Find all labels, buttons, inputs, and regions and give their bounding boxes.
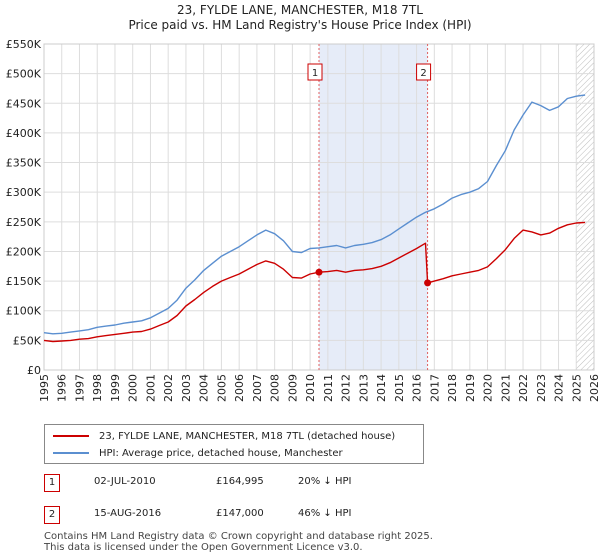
footer: Contains HM Land Registry data © Crown c… — [44, 531, 433, 553]
hpi-line — [43, 94, 586, 335]
forecast-hatch-region — [576, 44, 594, 370]
x-tick-label: 2024 — [553, 374, 566, 402]
y-tick-label: £250K — [6, 216, 42, 229]
transaction-point — [315, 268, 323, 276]
x-tick-label: 2018 — [446, 374, 459, 402]
transaction-marker-label: 1 — [312, 68, 318, 79]
x-tick-label: 2011 — [322, 374, 335, 402]
x-tick-label: 2004 — [198, 374, 211, 402]
transaction-marker-box — [307, 63, 323, 81]
x-tick-label: 2005 — [215, 374, 228, 402]
x-tick-label: 2014 — [375, 374, 388, 402]
shaded-ownership-range — [319, 44, 428, 370]
x-tick-label: 1998 — [91, 374, 104, 402]
chart-title-line-1: 23, FYLDE LANE, MANCHESTER, M18 7TL — [177, 3, 423, 17]
x-tick-label: 2016 — [411, 374, 424, 402]
legend-label-hpi: HPI: Average price, detached house, Manc… — [99, 447, 343, 459]
y-tick-label: £300K — [6, 186, 42, 199]
x-tick-label: 2021 — [499, 374, 512, 402]
x-tick-label: 1995 — [38, 374, 51, 402]
x-tick-label: 2026 — [588, 374, 600, 402]
y-tick-label: £400K — [6, 127, 42, 140]
x-tick-label: 2020 — [482, 374, 495, 402]
transaction-price: £164,995 — [216, 476, 264, 487]
x-tick-label: 2003 — [180, 374, 193, 402]
x-tick-label: 2009 — [286, 374, 299, 402]
transaction-hpi-diff: 20% ↓ HPI — [298, 476, 352, 487]
chart-title-line-2: Price paid vs. HM Land Registry's House … — [128, 18, 472, 32]
x-tick-label: 1999 — [109, 374, 122, 402]
legend-item-hpi: HPI: Average price, detached house, Manc… — [53, 445, 343, 461]
y-tick-label: £200K — [6, 245, 42, 258]
price-chart: £0 £50K £100K £150K £200K £250K £300K £350K £400… — [6, 38, 600, 402]
x-tick-label: 2006 — [233, 374, 246, 402]
transaction-date: 02-JUL-2010 — [94, 476, 156, 487]
transaction-marker-label: 2 — [420, 68, 426, 79]
transaction-badge: 1 — [44, 474, 60, 492]
transaction-badge: 2 — [44, 506, 60, 524]
transaction-marker-box — [416, 63, 432, 81]
x-tick-label: 2023 — [535, 374, 548, 402]
legend-swatch-property — [53, 435, 89, 437]
x-tick-label: 2010 — [304, 374, 317, 402]
transaction-date: 15-AUG-2016 — [94, 508, 162, 519]
y-tick-label: £50K — [13, 334, 42, 347]
x-tick-label: 2019 — [464, 374, 477, 402]
legend-item-property: 23, FYLDE LANE, MANCHESTER, M18 7TL (det… — [53, 428, 395, 444]
y-tick-label: £150K — [6, 275, 42, 288]
x-tick-label: 2001 — [144, 374, 157, 402]
x-tick-label: 2000 — [127, 374, 140, 402]
legend-swatch-hpi — [53, 452, 89, 454]
x-tick-label: 2013 — [357, 374, 370, 402]
x-tick-label: 2022 — [517, 374, 530, 402]
x-tick-label: 2012 — [340, 374, 353, 402]
legend: 23, FYLDE LANE, MANCHESTER, M18 7TL (det… — [44, 424, 424, 464]
y-tick-label: £350K — [6, 157, 42, 170]
y-tick-label: £0 — [27, 364, 41, 377]
transaction-point — [424, 279, 432, 287]
footer-line-2: This data is licensed under the Open Gov… — [44, 542, 363, 553]
y-tick-label: £550K — [6, 38, 42, 51]
y-tick-label: £450K — [6, 97, 42, 110]
x-tick-label: 2002 — [162, 374, 175, 402]
x-tick-label: 2017 — [428, 374, 441, 402]
transaction-hpi-diff: 46% ↓ HPI — [298, 508, 352, 519]
y-tick-label: £100K — [6, 305, 42, 318]
transaction-price: £147,000 — [216, 508, 264, 519]
x-tick-label: 2007 — [251, 374, 264, 402]
y-tick-label: £500K — [6, 68, 42, 81]
x-tick-label: 2008 — [269, 374, 282, 402]
x-tick-label: 2015 — [393, 374, 406, 402]
footer-line-1: Contains HM Land Registry data © Crown c… — [44, 531, 433, 542]
legend-label-property: 23, FYLDE LANE, MANCHESTER, M18 7TL (det… — [99, 430, 396, 442]
x-tick-label: 1996 — [56, 374, 69, 402]
x-tick-label: 1997 — [73, 374, 86, 402]
x-tick-label: 2025 — [570, 374, 583, 402]
